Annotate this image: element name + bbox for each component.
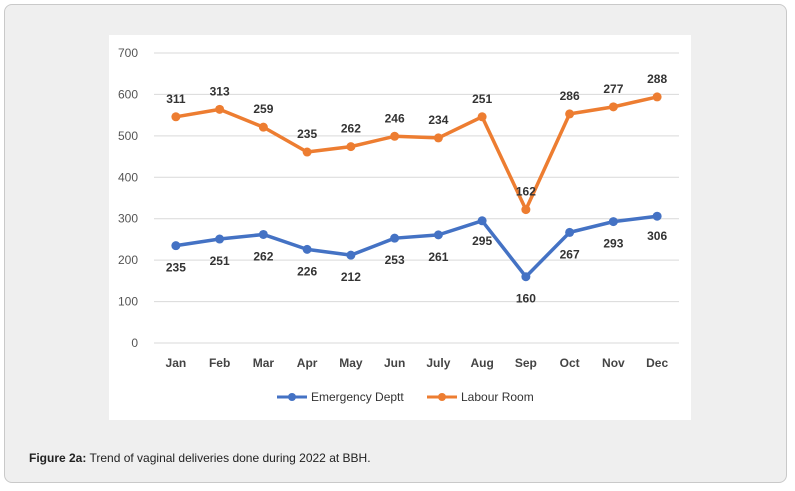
data-label: 226 <box>297 264 317 278</box>
data-point <box>608 217 618 227</box>
x-tick-label: Dec <box>646 356 668 370</box>
y-tick-label: 100 <box>118 295 138 309</box>
legend-swatch-marker <box>288 393 296 401</box>
y-tick-label: 300 <box>118 212 138 226</box>
data-label: 262 <box>341 122 361 136</box>
data-label: 251 <box>472 92 492 106</box>
y-tick-label: 700 <box>118 46 138 60</box>
caption-text: Trend of vaginal deliveries done during … <box>86 451 371 465</box>
x-tick-label: Mar <box>253 356 275 370</box>
data-label: 251 <box>210 254 230 268</box>
data-label: 288 <box>647 72 667 86</box>
x-tick-label: Nov <box>602 356 625 370</box>
data-point <box>302 244 312 254</box>
y-tick-label: 200 <box>118 253 138 267</box>
x-tick-label: Jan <box>166 356 187 370</box>
data-label: 246 <box>385 111 405 125</box>
data-label: 259 <box>253 102 273 116</box>
data-point <box>171 241 181 251</box>
data-point <box>565 227 575 237</box>
x-tick-label: Sep <box>515 356 537 370</box>
data-point <box>608 102 618 112</box>
data-label: 267 <box>560 247 580 261</box>
legend-swatch-marker <box>438 393 446 401</box>
line-chart: 0 100 200 300 400 500 600 700 Jan Feb Mar Apr May Jun… <box>118 46 679 404</box>
data-point <box>346 142 356 152</box>
legend-label: Labour Room <box>461 390 534 404</box>
data-point <box>390 233 400 243</box>
series-line <box>175 95 658 212</box>
data-point <box>258 229 268 239</box>
data-label: 293 <box>603 237 623 251</box>
data-point <box>652 211 662 221</box>
x-tick-label: May <box>339 356 363 370</box>
data-label: 235 <box>166 261 186 275</box>
data-label: 234 <box>428 113 448 127</box>
x-tick-label: Oct <box>560 356 580 370</box>
data-point <box>258 122 268 132</box>
y-tick-label: 600 <box>118 87 138 101</box>
data-point <box>565 109 575 119</box>
x-tick-label: Apr <box>297 356 318 370</box>
data-label: 160 <box>516 292 536 306</box>
series-line <box>175 214 658 279</box>
x-tick-label: Jun <box>384 356 405 370</box>
legend-label: Emergency Deptt <box>311 390 404 404</box>
data-point <box>433 133 443 143</box>
data-label: 253 <box>385 253 405 267</box>
data-label: 313 <box>210 84 230 98</box>
caption-label: Figure 2a: <box>29 451 87 465</box>
data-label: 212 <box>341 270 361 284</box>
data-label: 261 <box>428 250 448 264</box>
data-point <box>652 92 662 102</box>
data-point <box>302 147 312 157</box>
figure-caption: Figure 2a: Trend of vaginal deliveries d… <box>29 451 371 465</box>
data-point <box>477 112 487 122</box>
data-point <box>346 250 356 260</box>
data-point <box>171 112 181 122</box>
data-label: 286 <box>560 89 580 103</box>
data-label: 306 <box>647 229 667 243</box>
data-point <box>477 216 487 226</box>
chart-area: 0 100 200 300 400 500 600 700 Jan Feb Mar Apr May Jun… <box>109 35 691 420</box>
x-tick-label: Aug <box>470 356 493 370</box>
y-tick-label: 400 <box>118 170 138 184</box>
data-label: 262 <box>253 249 273 263</box>
figure-panel: 0 100 200 300 400 500 600 700 Jan Feb Mar Apr May Jun… <box>4 4 787 483</box>
x-tick-label: Feb <box>209 356 230 370</box>
data-point <box>521 205 531 215</box>
x-tick-label: July <box>426 356 450 370</box>
data-point <box>521 272 531 282</box>
data-point <box>215 104 225 114</box>
data-label: 162 <box>516 185 536 199</box>
y-tick-label: 0 <box>131 336 138 350</box>
data-label: 235 <box>297 127 317 141</box>
data-label: 295 <box>472 234 492 248</box>
data-label: 277 <box>603 82 623 96</box>
data-point <box>390 131 400 141</box>
data-point <box>215 234 225 244</box>
y-tick-label: 500 <box>118 129 138 143</box>
data-label: 311 <box>166 92 186 106</box>
data-point <box>433 230 443 240</box>
